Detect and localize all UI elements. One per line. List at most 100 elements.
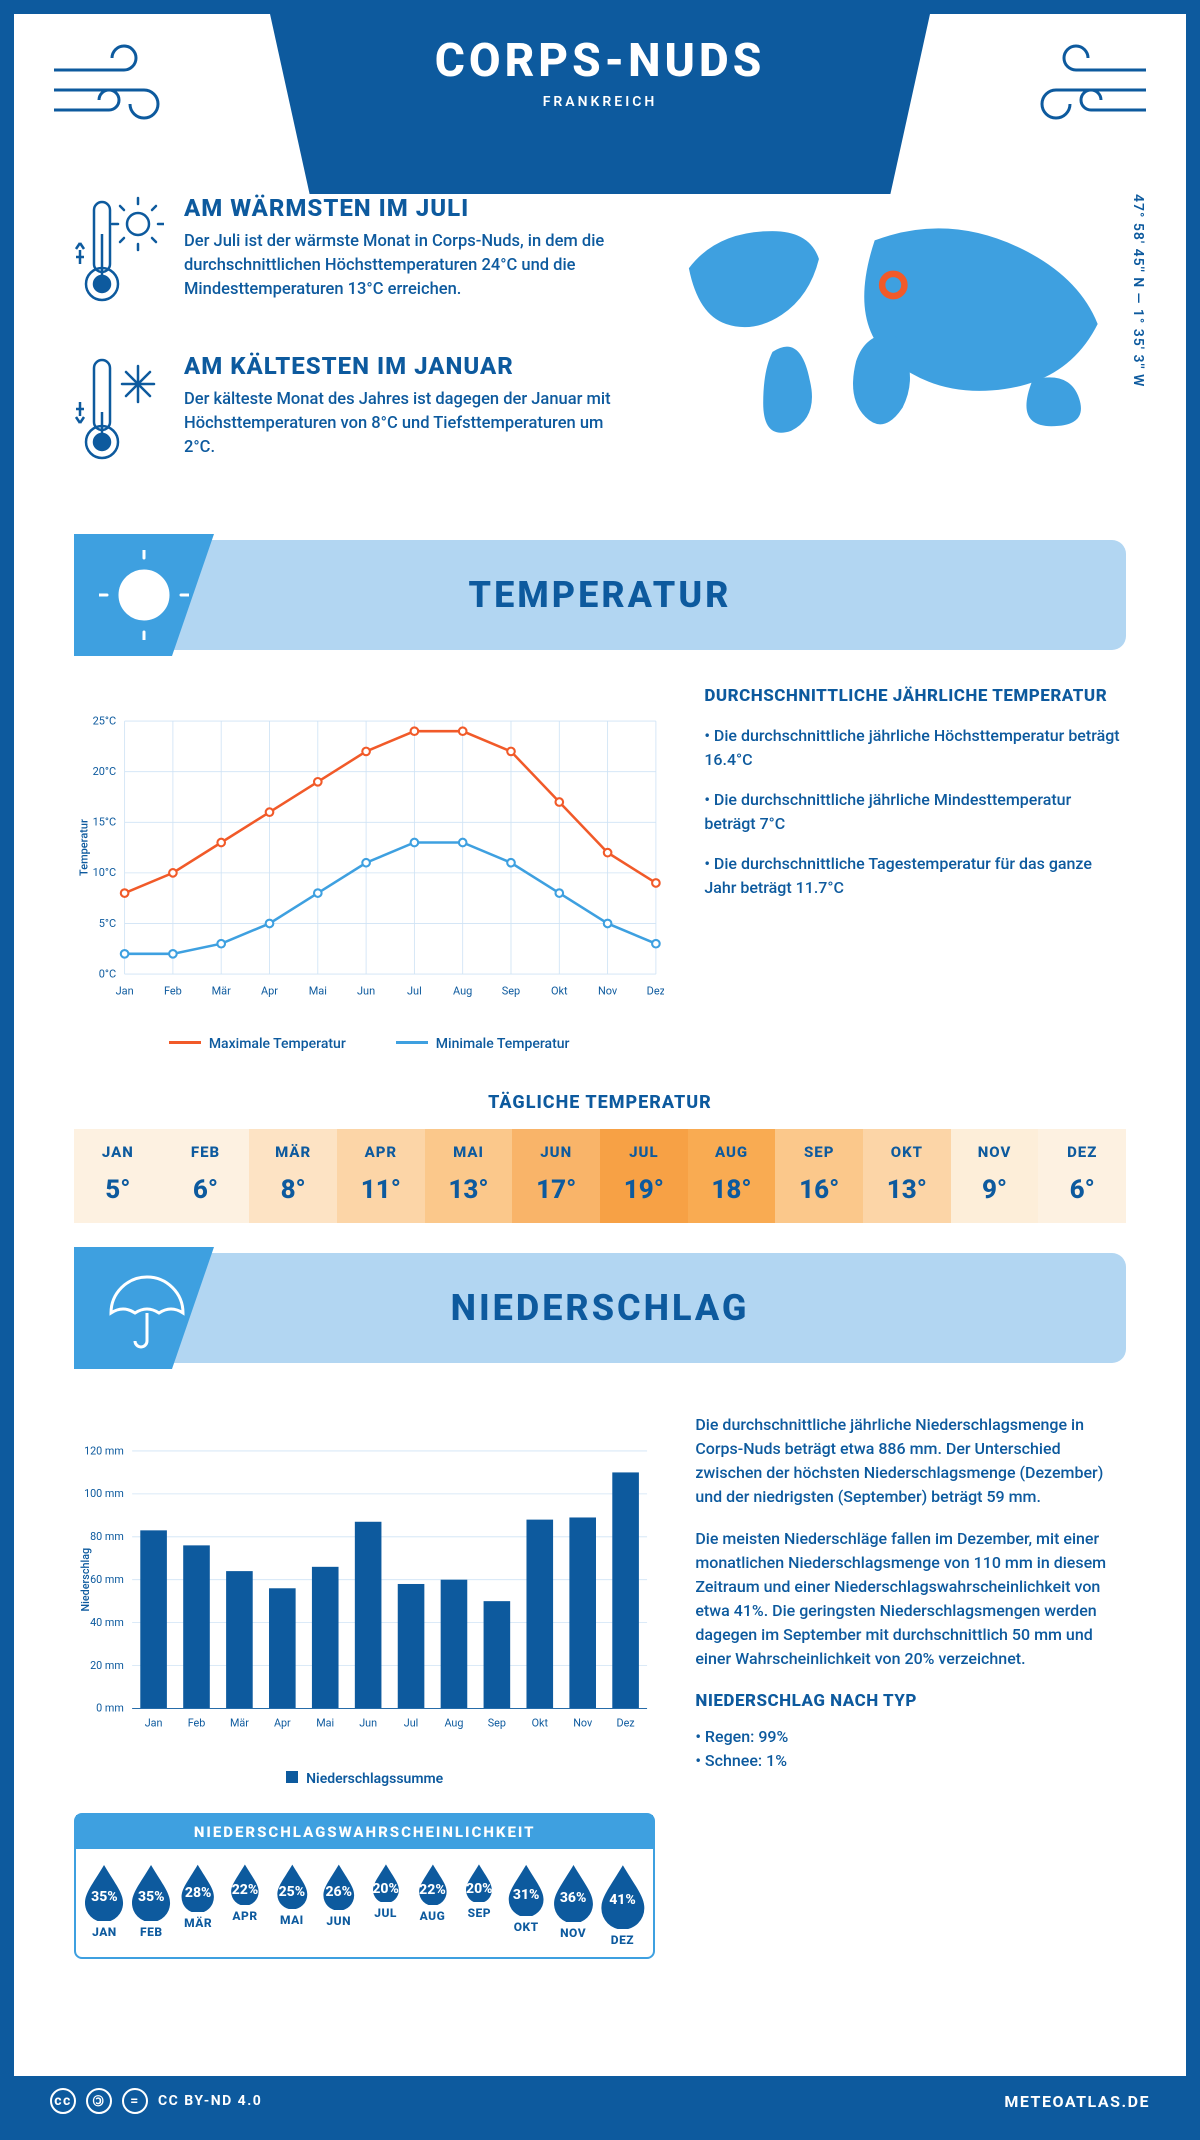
- svg-text:15°C: 15°C: [93, 816, 117, 829]
- coldest-title: AM KÄLTESTEN IM JANUAR: [184, 352, 631, 380]
- svg-text:Dez: Dez: [617, 1717, 635, 1730]
- license-text: CC BY-ND 4.0: [158, 2093, 262, 2109]
- wind-swirl-right-icon: [1016, 40, 1156, 130]
- temperature-line-chart: 0°C5°C10°C15°C20°C25°CJanFebMärAprMaiJun…: [74, 686, 664, 1026]
- probability-drop: 31% OKT: [504, 1863, 549, 1947]
- probability-drop: 26% JUN: [316, 1863, 361, 1947]
- svg-text:0°C: 0°C: [99, 967, 116, 980]
- sun-icon: [99, 550, 189, 640]
- probability-drop: 20% SEP: [457, 1863, 502, 1947]
- coordinates: 47° 58' 45'' N — 1° 35' 3'' W: [1130, 194, 1146, 387]
- daily-temp-cell: MAI13°: [425, 1129, 513, 1223]
- svg-text:Jan: Jan: [116, 984, 134, 997]
- svg-text:Aug: Aug: [453, 984, 472, 997]
- svg-text:Temperatur: Temperatur: [77, 819, 90, 876]
- section-bar-precip: NIEDERSCHLAG: [74, 1253, 1126, 1363]
- daily-temp-cell: APR11°: [337, 1129, 425, 1223]
- warmest-title: AM WÄRMSTEN IM JULI: [184, 194, 631, 222]
- probability-drop: 35% JAN: [82, 1863, 127, 1947]
- svg-text:25°C: 25°C: [93, 714, 117, 727]
- svg-text:10°C: 10°C: [93, 866, 117, 879]
- probability-drop: 41% DEZ: [598, 1863, 648, 1947]
- probability-box: NIEDERSCHLAGSWAHRSCHEINLICHKEIT 35% JAN …: [74, 1813, 655, 1959]
- svg-text:Niederschlag: Niederschlag: [79, 1548, 92, 1612]
- svg-text:20°C: 20°C: [93, 765, 117, 778]
- precip-p2: Die meisten Niederschläge fallen im Deze…: [695, 1527, 1126, 1671]
- daily-temp-cell: OKT13°: [863, 1129, 951, 1223]
- probability-drop: 25% MAI: [269, 1863, 314, 1947]
- temp-fact-item: • Die durchschnittliche jährliche Höchst…: [704, 724, 1126, 772]
- precip-type-item: • Regen: 99%: [695, 1725, 1126, 1749]
- daily-temp-cell: NOV9°: [951, 1129, 1039, 1223]
- title-banner: CORPS-NUDS FRANKREICH: [270, 14, 930, 194]
- section-title-precip: NIEDERSCHLAG: [451, 1287, 750, 1329]
- site-name: METEOATLAS.DE: [1004, 2092, 1150, 2111]
- svg-text:Nov: Nov: [573, 1717, 593, 1730]
- svg-text:Jun: Jun: [357, 984, 375, 997]
- svg-text:60 mm: 60 mm: [90, 1573, 124, 1586]
- probability-drop: 22% APR: [223, 1863, 268, 1947]
- footer: cc 🄯 = CC BY-ND 4.0 METEOATLAS.DE: [14, 2076, 1186, 2126]
- svg-text:Okt: Okt: [551, 984, 568, 997]
- section-bar-temperature: TEMPERATUR: [74, 540, 1126, 650]
- daily-temp-title: TÄGLICHE TEMPERATUR: [14, 1092, 1186, 1113]
- precip-type-title: NIEDERSCHLAG NACH TYP: [695, 1689, 1126, 1715]
- svg-text:Mai: Mai: [316, 1717, 334, 1730]
- svg-text:Okt: Okt: [532, 1717, 549, 1730]
- temp-facts-title: DURCHSCHNITTLICHE JÄHRLICHE TEMPERATUR: [704, 686, 1126, 706]
- daily-temp-cell: JUL19°: [600, 1129, 688, 1223]
- daily-temp-cell: MÄR8°: [249, 1129, 337, 1223]
- header: CORPS-NUDS FRANKREICH: [14, 14, 1186, 194]
- daily-temp-cell: JAN5°: [74, 1129, 162, 1223]
- svg-text:Feb: Feb: [164, 984, 182, 997]
- wind-swirl-left-icon: [44, 40, 184, 130]
- daily-temp-cell: DEZ6°: [1038, 1129, 1126, 1223]
- section-title-temperature: TEMPERATUR: [469, 574, 732, 616]
- temp-fact-item: • Die durchschnittliche jährliche Mindes…: [704, 788, 1126, 836]
- daily-temp-cell: FEB6°: [162, 1129, 250, 1223]
- svg-text:Mär: Mär: [212, 984, 232, 997]
- probability-drop: 20% JUL: [363, 1863, 408, 1947]
- precip-bar-chart: 0 mm20 mm40 mm60 mm80 mm100 mm120 mmNied…: [74, 1413, 655, 1763]
- precip-type-item: • Schnee: 1%: [695, 1749, 1126, 1773]
- svg-text:Jan: Jan: [145, 1717, 163, 1730]
- probability-drop: 22% AUG: [410, 1863, 455, 1947]
- legend-max: Maximale Temperatur: [209, 1036, 346, 1052]
- temp-legend: Maximale Temperatur Minimale Temperatur: [74, 1036, 664, 1052]
- daily-temp-table: JAN5°FEB6°MÄR8°APR11°MAI13°JUN17°JUL19°A…: [74, 1129, 1126, 1223]
- coldest-text: Der kälteste Monat des Jahres ist dagege…: [184, 388, 631, 460]
- cc-nd-icon: =: [122, 2088, 148, 2114]
- coldest-summary: AM KÄLTESTEN IM JANUAR Der kälteste Mona…: [74, 352, 631, 476]
- svg-text:Jul: Jul: [404, 1717, 419, 1730]
- svg-text:Sep: Sep: [488, 1717, 506, 1730]
- svg-text:Jul: Jul: [407, 984, 422, 997]
- precip-description: Die durchschnittliche jährliche Niedersc…: [695, 1413, 1126, 1959]
- svg-text:80 mm: 80 mm: [90, 1530, 124, 1543]
- svg-text:0 mm: 0 mm: [96, 1702, 124, 1715]
- svg-text:Jun: Jun: [359, 1717, 377, 1730]
- daily-temp-cell: JUN17°: [512, 1129, 600, 1223]
- cc-by-icon: 🄯: [86, 2088, 112, 2114]
- warmest-text: Der Juli ist der wärmste Monat in Corps-…: [184, 230, 631, 302]
- svg-text:Dez: Dez: [647, 984, 665, 997]
- precip-p1: Die durchschnittliche jährliche Niedersc…: [695, 1413, 1126, 1509]
- precip-legend: Niederschlagssumme: [74, 1771, 655, 1787]
- svg-text:40 mm: 40 mm: [90, 1616, 124, 1629]
- temperature-facts: DURCHSCHNITTLICHE JÄHRLICHE TEMPERATUR •…: [704, 686, 1126, 1052]
- svg-text:Nov: Nov: [598, 984, 618, 997]
- page-subtitle: FRANKREICH: [270, 94, 930, 110]
- probability-drop: 28% MÄR: [176, 1863, 221, 1947]
- svg-text:Feb: Feb: [188, 1717, 206, 1730]
- probability-drop: 36% NOV: [551, 1863, 596, 1947]
- umbrella-icon: [99, 1263, 189, 1353]
- warmest-summary: AM WÄRMSTEN IM JULI Der Juli ist der wär…: [74, 194, 631, 318]
- thermometer-snow-icon: [74, 352, 164, 472]
- svg-text:Sep: Sep: [502, 984, 520, 997]
- svg-text:100 mm: 100 mm: [84, 1487, 124, 1500]
- daily-temp-cell: SEP16°: [775, 1129, 863, 1223]
- thermometer-sun-icon: [74, 194, 164, 314]
- world-map-icon: [661, 194, 1126, 454]
- page-title: CORPS-NUDS: [270, 34, 930, 88]
- svg-text:Apr: Apr: [274, 1717, 291, 1730]
- legend-min: Minimale Temperatur: [436, 1036, 570, 1052]
